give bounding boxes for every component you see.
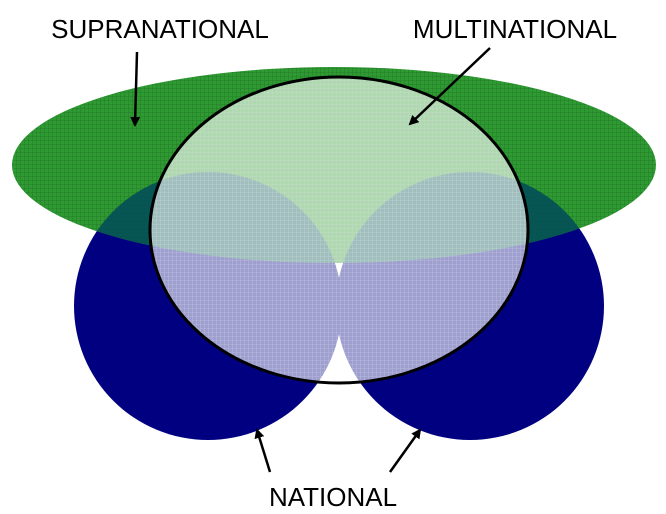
arrows xyxy=(130,47,491,473)
arrow xyxy=(388,428,422,473)
arrow xyxy=(408,47,491,126)
multinational-outline xyxy=(148,75,530,385)
label: SUPRANATIONAL xyxy=(51,14,269,44)
label: NATIONAL xyxy=(269,482,397,512)
label: MULTINATIONAL xyxy=(413,14,617,44)
arrow xyxy=(130,51,141,127)
arrow xyxy=(254,428,272,473)
